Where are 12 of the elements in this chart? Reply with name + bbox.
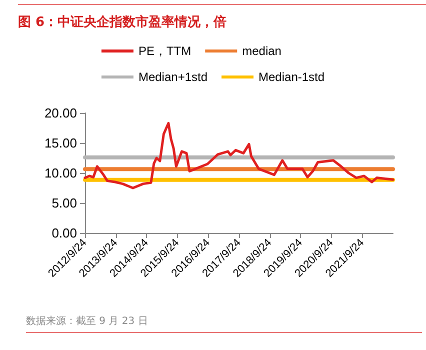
chart-title: 图 6：中证央企指数市盈率情况，倍 bbox=[18, 4, 426, 31]
legend-label: Median-1std bbox=[258, 70, 325, 84]
y-tick-label: 0.00 bbox=[52, 226, 77, 240]
y-tick-label: 15.00 bbox=[44, 136, 77, 150]
line-series bbox=[84, 122, 394, 190]
y-tick-label: 5.00 bbox=[52, 196, 77, 210]
legend-label: Median+1std bbox=[138, 70, 208, 84]
y-tick-label: 20.00 bbox=[44, 106, 77, 120]
y-tick-label: 10.00 bbox=[44, 166, 77, 180]
source-note: 数据来源：截至 9 月 23 日 bbox=[26, 314, 422, 333]
legend-label: PE，TTM bbox=[138, 44, 192, 58]
legend-label: median bbox=[242, 44, 282, 58]
